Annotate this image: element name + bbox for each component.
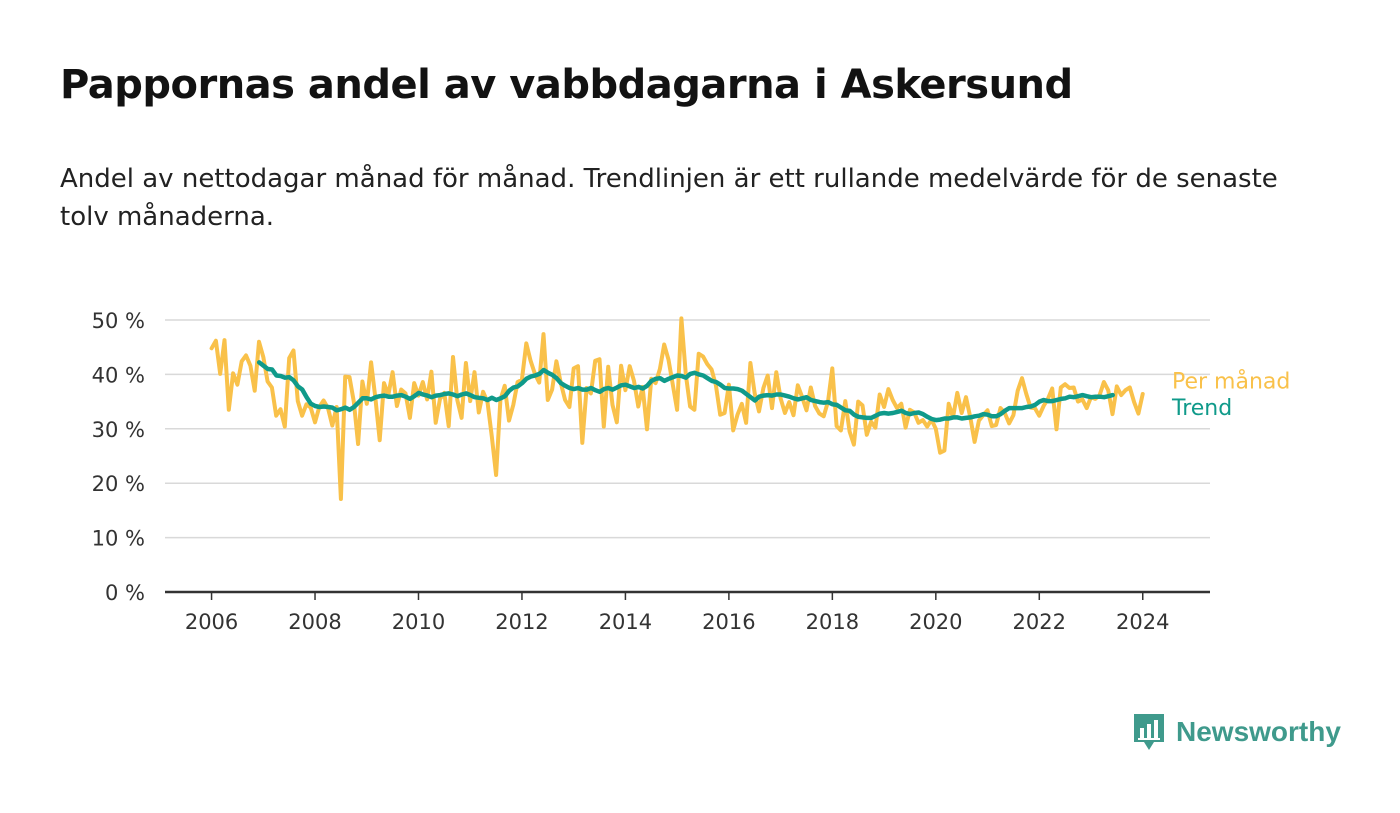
x-tick-label: 2016 (702, 610, 755, 634)
y-tick-label: 20 % (92, 472, 145, 496)
x-tick-label: 2008 (288, 610, 341, 634)
x-tick-label: 2024 (1116, 610, 1169, 634)
x-tick-label: 2022 (1013, 610, 1066, 634)
y-tick-label: 40 % (92, 363, 145, 387)
page-subtitle: Andel av nettodagar månad för månad. Tre… (60, 164, 1278, 232)
line-chart: 0 % 10 % 20 % 30 % 40 % 50 % 2006 2008 2010 2012… (92, 309, 1291, 634)
x-tick-label: 2014 (599, 610, 652, 634)
newsworthy-logo[interactable]: Newsworthy (1132, 712, 1341, 752)
series-lines (209, 316, 1145, 501)
y-tick-label: 50 % (92, 309, 145, 333)
series-label-trend: Trend (1171, 396, 1232, 421)
gridlines (165, 319, 1210, 539)
x-tick-label: 2010 (392, 610, 445, 634)
series-label-monthly: Per månad (1172, 368, 1290, 394)
x-axis: 2006 2008 2010 2012 2014 2016 2018 2020 2022 2024 (165, 590, 1210, 634)
x-tick-label: 2006 (185, 610, 238, 634)
page-title: Pappornas andel av vabbdagarna i Askersu… (60, 62, 1073, 108)
y-axis: 0 % 10 % 20 % 30 % 40 % 50 % (92, 309, 145, 605)
y-tick-label: 10 % (92, 527, 145, 551)
monthly-series-line (209, 316, 1145, 501)
trend-series-line (256, 360, 1115, 423)
y-tick-label: 0 % (105, 581, 145, 605)
y-tick-label: 30 % (92, 418, 145, 442)
x-tick-label: 2018 (806, 610, 859, 634)
x-tick-label: 2012 (495, 610, 548, 634)
newsworthy-logo-icon (1134, 714, 1164, 750)
brand-name: Newsworthy (1176, 716, 1341, 747)
x-tick-label: 2020 (909, 610, 962, 634)
